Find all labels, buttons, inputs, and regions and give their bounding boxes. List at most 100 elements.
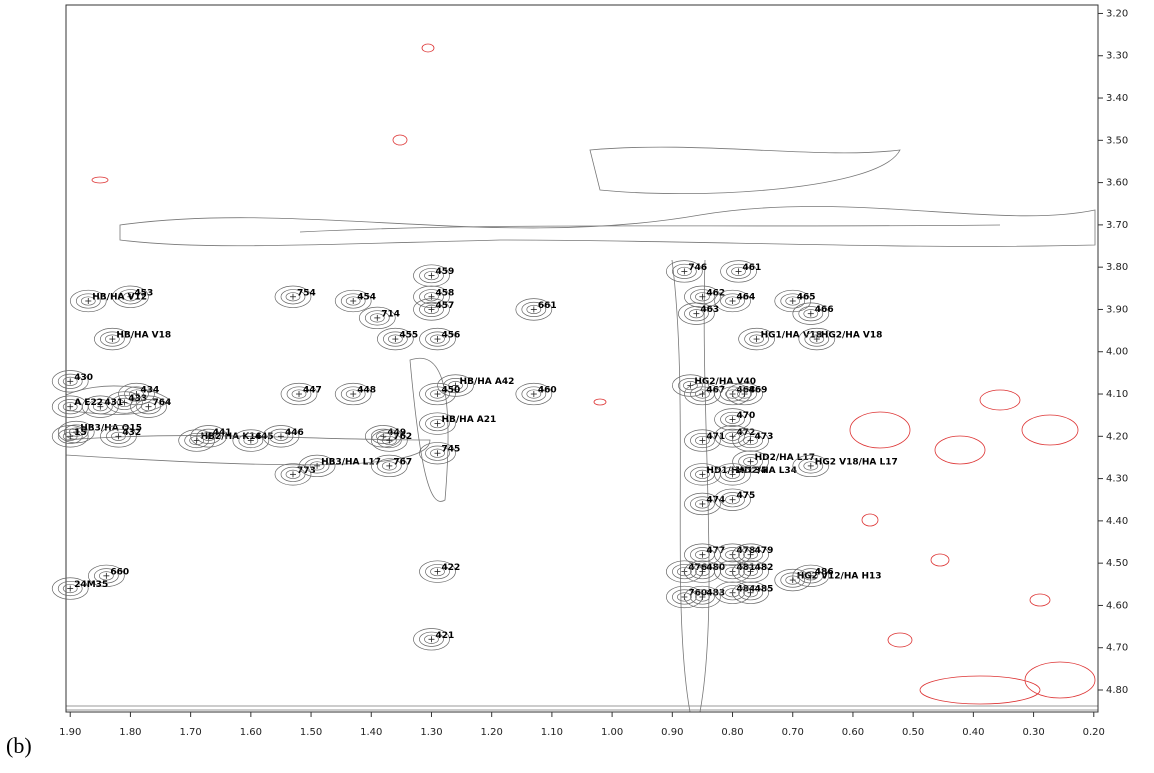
- y-tick-label: 4.30: [1106, 474, 1128, 485]
- peak: [350, 391, 356, 397]
- y-tick-label: 4.20: [1106, 431, 1128, 442]
- peak-label: 458: [435, 288, 454, 298]
- peak: [808, 463, 814, 469]
- peak: [67, 404, 73, 410]
- peak: [296, 391, 302, 397]
- peak-label: 441: [213, 428, 232, 438]
- peak-label: 473: [755, 432, 774, 442]
- peak-label: 470: [737, 411, 756, 421]
- y-tick-label: 3.80: [1106, 262, 1128, 273]
- peak-label: 464: [737, 292, 756, 302]
- y-tick-label: 4.80: [1106, 685, 1128, 696]
- peak-label: HB/HA A42: [460, 377, 515, 387]
- y-tick-label: 4.40: [1106, 516, 1128, 527]
- peak: [103, 573, 109, 579]
- peak-label: 466: [815, 305, 834, 315]
- peak: [386, 463, 392, 469]
- peak: [115, 433, 121, 439]
- peak: [392, 336, 398, 342]
- peak-label: 764: [152, 398, 171, 408]
- peak-label: 456: [441, 331, 460, 341]
- x-tick-label: 0.90: [661, 727, 683, 738]
- peak: [109, 336, 115, 342]
- peak-label: HD2/HA L34: [737, 466, 797, 476]
- peak: [434, 391, 440, 397]
- y-tick-label: 3.40: [1106, 93, 1128, 104]
- y-tick-label: 4.60: [1106, 600, 1128, 611]
- peak: [290, 471, 296, 477]
- peak-label: 15: [74, 428, 87, 438]
- peak-label: 455: [399, 331, 418, 341]
- peak-label: 24M35: [74, 580, 108, 590]
- peak: [681, 268, 687, 274]
- peak-label: 431: [104, 398, 123, 408]
- y-tick-label: 4.50: [1106, 558, 1128, 569]
- peak-label: 660: [110, 567, 129, 577]
- y-tick-label: 3.30: [1106, 51, 1128, 62]
- peak: [699, 552, 705, 558]
- peak-label: 454: [357, 292, 376, 302]
- peak: [145, 404, 151, 410]
- peak: [67, 433, 73, 439]
- y-tick-label: 3.50: [1106, 135, 1128, 146]
- x-tick-label: 0.30: [1022, 727, 1044, 738]
- peak: [699, 501, 705, 507]
- peak-label: 461: [743, 263, 762, 273]
- peak-label: 767: [393, 457, 412, 467]
- plot-frame: [66, 5, 1098, 712]
- peak-label: A E22: [74, 398, 103, 408]
- peak-label: 745: [441, 445, 460, 455]
- x-tick-label: 1.30: [420, 727, 442, 738]
- x-tick-label: 0.20: [1083, 727, 1105, 738]
- peak: [808, 311, 814, 317]
- peak-label: 422: [441, 563, 460, 573]
- x-tick-label: 1.10: [541, 727, 563, 738]
- x-tick-label: 0.60: [842, 727, 864, 738]
- peak: [374, 315, 380, 321]
- x-tick-label: 1.50: [300, 727, 322, 738]
- panel-label: (b): [6, 733, 32, 758]
- peak-label: 486: [815, 567, 834, 577]
- peak-label: HG2 V18/HA L17: [815, 457, 898, 467]
- peak-label: 448: [357, 386, 376, 396]
- peak: [85, 298, 91, 304]
- peak-label: HB/HA A21: [441, 415, 496, 425]
- x-tick-label: 1.40: [360, 727, 382, 738]
- x-tick-label: 0.80: [721, 727, 743, 738]
- x-tick-label: 0.50: [902, 727, 924, 738]
- peak-label: 746: [688, 263, 707, 273]
- peak-label: 475: [737, 491, 756, 501]
- x-tick-label: 0.40: [962, 727, 984, 738]
- peak: [699, 438, 705, 444]
- peak: [730, 416, 736, 422]
- y-tick-label: 3.60: [1106, 178, 1128, 189]
- peak: [730, 298, 736, 304]
- peak-label: HB/HA V18: [116, 331, 171, 341]
- peak-label: 463: [700, 305, 719, 315]
- peak-label: 450: [441, 386, 460, 396]
- y-tick-label: 3.90: [1106, 304, 1128, 315]
- peak-label: 460: [538, 386, 557, 396]
- peak: [748, 438, 754, 444]
- peak: [754, 336, 760, 342]
- peak-label: HD2/HA L17: [755, 453, 815, 463]
- y-tick-label: 4.70: [1106, 643, 1128, 654]
- peak-label: 457: [435, 301, 454, 311]
- peak-label: 447: [303, 386, 322, 396]
- y-tick-label: 3.20: [1106, 8, 1128, 19]
- peak: [730, 433, 736, 439]
- peak-label: 433: [128, 394, 147, 404]
- peak-label: 465: [797, 292, 816, 302]
- peak: [699, 471, 705, 477]
- peak-label: 714: [381, 309, 400, 319]
- peak: [531, 391, 537, 397]
- peak: [790, 298, 796, 304]
- x-tick-label: 1.20: [481, 727, 503, 738]
- peak-label: 661: [538, 301, 557, 311]
- peak-label: 482: [755, 563, 774, 573]
- peak: [434, 450, 440, 456]
- x-tick-label: 0.70: [782, 727, 804, 738]
- peak: [748, 459, 754, 465]
- peak: [278, 433, 284, 439]
- peak: [736, 268, 742, 274]
